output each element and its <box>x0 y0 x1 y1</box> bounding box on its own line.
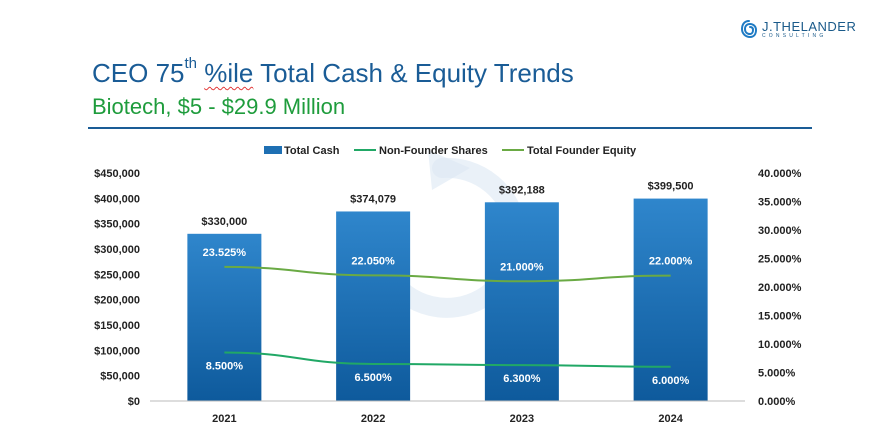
bar-total-cash <box>187 233 262 401</box>
title-text-start: CEO 75 <box>92 58 185 88</box>
legend-label-non-founder: Non-Founder Shares <box>379 145 488 157</box>
bar-value-label: $374,079 <box>350 193 396 205</box>
logo-tagline: CONSULTING <box>762 32 827 39</box>
company-logo: J.THELANDER CONSULTING <box>740 18 856 40</box>
x-tick-label: 2022 <box>361 413 385 425</box>
spiral-logo-icon <box>740 20 758 39</box>
y-left-tick-label: $0 <box>128 396 140 408</box>
y-right-tick-label: 20.000% <box>758 282 802 294</box>
line-non-founder-shares <box>224 351 671 368</box>
page-subtitle: Biotech, $5 - $29.9 Million <box>92 94 346 119</box>
bar-value-label: $330,000 <box>201 216 247 228</box>
line-data-label: 21.000% <box>500 261 544 273</box>
y-right-tick-label: 10.000% <box>758 339 802 351</box>
line-data-label: 22.050% <box>351 255 395 267</box>
x-tick-label: 2023 <box>510 413 534 425</box>
watermark-arrowhead-icon <box>428 150 470 190</box>
y-right-tick-label: 40.000% <box>758 168 802 180</box>
line-data-label: 6.000% <box>652 375 690 387</box>
y-left-tick-label: $350,000 <box>94 219 140 231</box>
logo-name: J.THELANDER <box>762 18 857 34</box>
title-text-end: Total Cash & Equity Trends <box>253 58 574 88</box>
bar-value-label: $392,188 <box>499 184 545 196</box>
y-right-tick-label: 25.000% <box>758 254 802 266</box>
y-right-tick-label: 0.000% <box>758 396 796 408</box>
title-superscript: th <box>184 55 198 72</box>
bar-total-cash <box>633 198 708 401</box>
y-right-tick-label: 5.000% <box>758 368 796 380</box>
x-tick-label: 2021 <box>212 413 236 425</box>
legend-swatch-total-cash <box>264 146 282 154</box>
y-left-tick-label: $50,000 <box>100 371 140 383</box>
y-left-tick-label: $250,000 <box>94 269 140 281</box>
y-left-tick-label: $150,000 <box>94 320 140 332</box>
y-left-tick-label: $100,000 <box>94 345 140 357</box>
line-total-founder-equity <box>224 265 671 283</box>
line-data-label: 6.500% <box>354 372 392 384</box>
y-left-tick-label: $450,000 <box>94 168 140 180</box>
title-percentile-word: %ile <box>204 58 254 88</box>
bar-total-cash <box>336 211 411 401</box>
line-data-label: 6.300% <box>503 373 541 385</box>
y-right-tick-label: 15.000% <box>758 311 802 323</box>
line-data-label: 23.525% <box>203 247 247 259</box>
legend-label-founder: Total Founder Equity <box>527 145 637 157</box>
y-left-tick-label: $400,000 <box>94 193 140 205</box>
line-data-label: 22.000% <box>649 256 693 268</box>
line-data-label: 8.500% <box>206 361 244 373</box>
page-title: CEO 75th %ile Total Cash & Equity Trends <box>92 55 574 89</box>
bar-total-cash <box>484 202 559 401</box>
y-right-tick-label: 35.000% <box>758 197 802 209</box>
y-left-tick-label: $300,000 <box>94 244 140 256</box>
legend-label-total-cash: Total Cash <box>284 145 340 157</box>
x-tick-label: 2024 <box>658 413 683 425</box>
y-right-tick-label: 30.000% <box>758 225 802 237</box>
title-divider <box>88 127 812 129</box>
bar-value-label: $399,500 <box>648 181 694 193</box>
y-left-tick-label: $200,000 <box>94 295 140 307</box>
